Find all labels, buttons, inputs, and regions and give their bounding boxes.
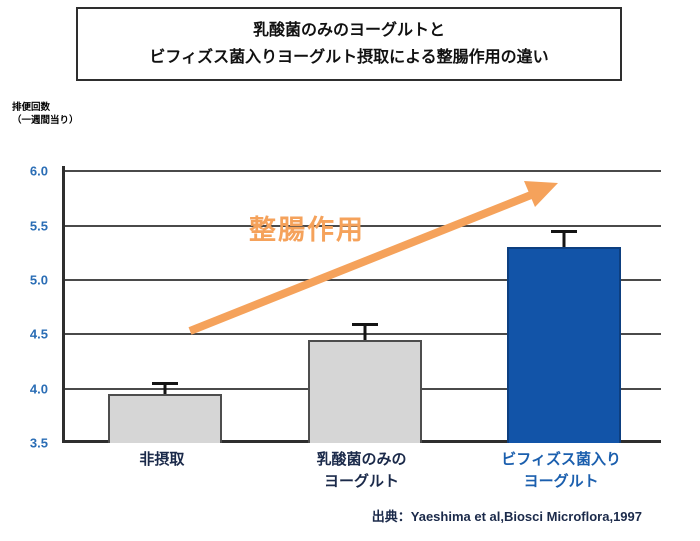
error-bar-cap xyxy=(151,382,178,386)
y-tick-label: 3.5 xyxy=(29,435,48,451)
x-axis-labels: 非摂取 乳酸菌のみの ヨーグルト ビフィズス菌入り ヨーグルト xyxy=(62,447,658,507)
y-tick-label: 4.5 xyxy=(29,326,48,342)
x-axis-label-1: 非摂取 xyxy=(139,451,185,468)
bar-1 xyxy=(107,394,222,443)
y-tick-label: 6.0 xyxy=(29,163,48,179)
y-axis-unit-line1: 排便回数 xyxy=(12,102,51,113)
error-bar xyxy=(562,231,566,248)
x-axis-label-2: 乳酸菌のみの ヨーグルト xyxy=(316,451,407,490)
error-bar-cap xyxy=(551,230,578,234)
y-tick-label: 4.0 xyxy=(29,381,48,397)
y-axis-unit-label: 排便回数 （一週間当り） xyxy=(12,101,79,128)
chart-title-line2: ビフィズス菌入りヨーグルト摂取による整腸作用の違い xyxy=(149,49,549,67)
chart-title-box: 乳酸菌のみのヨーグルトと ビフィズス菌入りヨーグルト摂取による整腸作用の違い xyxy=(76,7,622,82)
y-tick-label: 5.5 xyxy=(29,218,48,234)
source-citation: 出典：Yaeshima et al,Biosci Microflora,1997 xyxy=(371,509,642,524)
error-bar xyxy=(163,383,167,395)
y-tick-label: 5.0 xyxy=(29,272,48,288)
gridline xyxy=(65,170,661,173)
error-bar xyxy=(363,323,366,340)
error-bar-cap xyxy=(351,322,378,326)
x-axis-label-3: ビフィズス菌入り ヨーグルト xyxy=(501,451,621,490)
y-axis-unit-line2: （一週間当り） xyxy=(12,115,79,127)
chart-title-line1: 乳酸菌のみのヨーグルトと xyxy=(252,22,445,39)
y-tick-labels: 3.5 4.0 4.5 5.0 5.5 6.0 xyxy=(0,163,56,451)
bar-2 xyxy=(307,339,422,443)
arrow-label: 整腸作用 xyxy=(249,215,365,245)
bar-3 xyxy=(507,247,622,443)
